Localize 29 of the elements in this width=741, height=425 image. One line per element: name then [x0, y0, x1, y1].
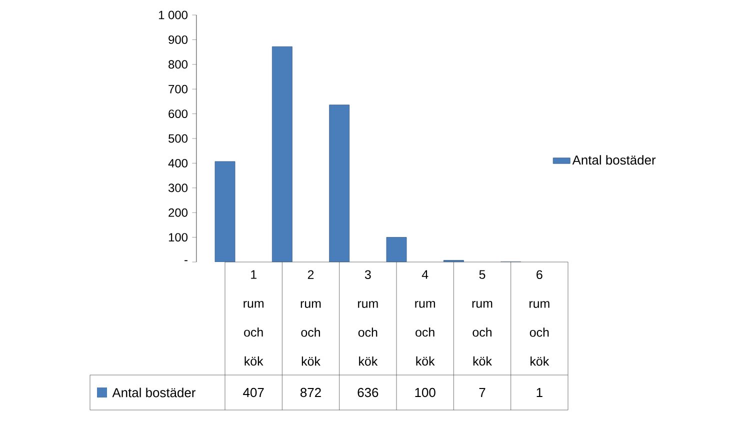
data-label: 7 — [479, 388, 486, 397]
bar — [272, 46, 292, 262]
y-tick-label: 500 — [168, 134, 188, 143]
data-label: 100 — [415, 388, 436, 398]
y-tick-label: - — [184, 260, 188, 262]
bar — [386, 237, 407, 262]
y-tick-label: 300 — [168, 184, 188, 192]
category-label: 4 rum och kök — [415, 270, 435, 366]
data-label: 636 — [358, 388, 378, 398]
y-tick-label: 200 — [168, 208, 188, 217]
data-label: 872 — [300, 388, 321, 398]
category-label: 5 rum och kök — [472, 270, 492, 366]
y-tick-label: 1 000 — [158, 10, 188, 20]
bar — [214, 161, 236, 262]
legend-label: Antal bostäder — [572, 155, 656, 165]
data-label: 1 — [536, 388, 542, 397]
y-tick-label: 900 — [168, 35, 188, 44]
y-tick-label: 800 — [168, 60, 188, 69]
y-tick-label: 400 — [168, 158, 188, 168]
category-label: 2 rum och kök — [300, 270, 321, 366]
category-label: 6 rum och kök — [530, 270, 550, 366]
y-tick-label: 700 — [168, 84, 188, 94]
category-label: 3 rum och kök — [358, 270, 378, 366]
bar — [329, 104, 350, 262]
y-tick-label: 100 — [168, 233, 188, 242]
text: Antal bostäder — [112, 388, 196, 398]
data-label: 407 — [243, 388, 264, 398]
category-label: 1 rum och kök — [244, 270, 264, 366]
y-tick-label: 600 — [168, 110, 188, 118]
